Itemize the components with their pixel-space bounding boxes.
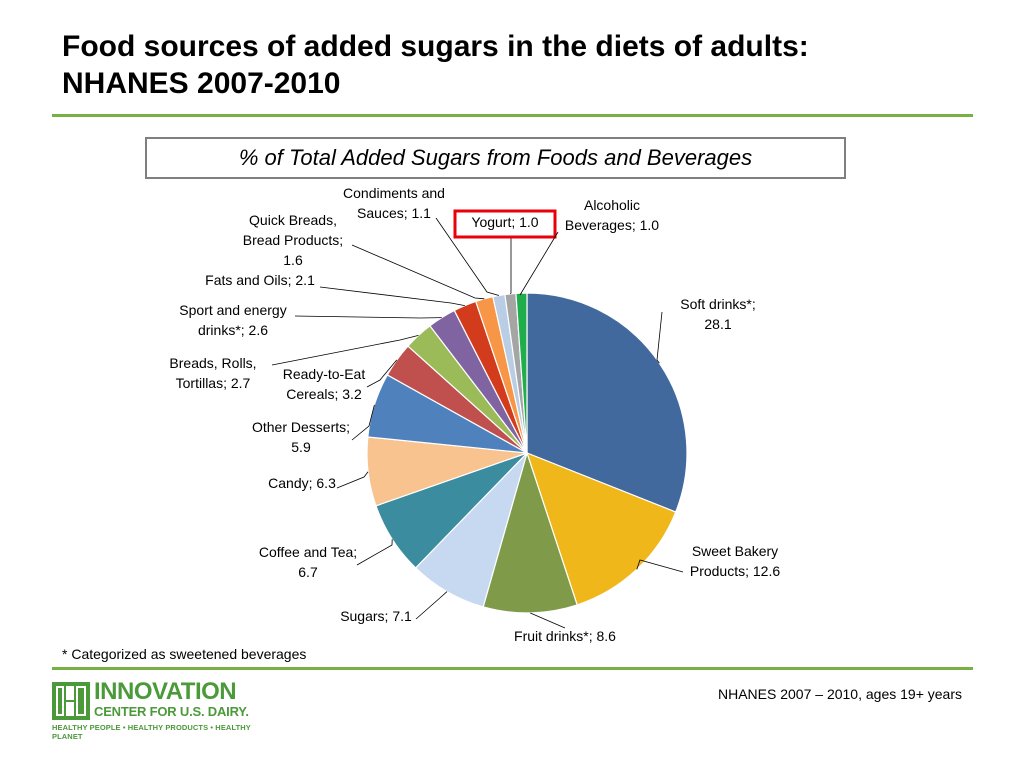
- slice-label: Fruit drinks*; 8.6: [514, 628, 616, 644]
- slice-label: Cereals; 3.2: [286, 386, 362, 402]
- slice-label: 1.6: [283, 252, 303, 268]
- slice-label: Candy; 6.3: [268, 475, 336, 491]
- slice-label: Sweet Bakery: [692, 543, 778, 559]
- pie-slice: [526, 451, 677, 606]
- slice-label: Bread Products;: [243, 232, 343, 248]
- leader-line: [319, 286, 465, 306]
- slice-label: 6.7: [298, 564, 318, 580]
- logo-wordmark: INNOVATION: [94, 678, 237, 705]
- leader-line: [351, 244, 485, 300]
- leader-line: [366, 359, 398, 388]
- leader-line: [294, 315, 442, 319]
- slice-label: Tortillas; 2.7: [176, 375, 251, 391]
- leader-line: [351, 404, 375, 441]
- slice-label: Coffee and Tea;: [259, 544, 357, 560]
- chart-title: % of Total Added Sugars from Foods and B…: [145, 137, 846, 179]
- leader-line: [415, 591, 448, 620]
- footer-divider: [52, 667, 973, 670]
- slice-label: Alcoholic: [584, 197, 640, 213]
- slice-label: Sport and energy: [179, 302, 286, 318]
- slice-label: 5.9: [291, 439, 311, 455]
- slice-label: Beverages; 1.0: [565, 217, 659, 233]
- title-line-1: Food sources of added sugars in the diet…: [62, 30, 809, 63]
- leader-line: [435, 217, 500, 296]
- innovation-center-logo: INNOVATION CENTER FOR U.S. DAIRY. HEALTH…: [52, 678, 282, 741]
- slice-label: Fats and Oils; 2.1: [205, 272, 315, 288]
- slice-label: Sugars; 7.1: [340, 608, 412, 624]
- slice-label: Products; 12.6: [690, 563, 780, 579]
- slice-label: Quick Breads,: [249, 212, 337, 228]
- slice-label: Sauces; 1.1: [357, 205, 431, 221]
- slice-label: Condiments and: [343, 185, 445, 201]
- leader-line: [271, 335, 419, 366]
- footnote: * Categorized as sweetened beverages: [62, 646, 307, 662]
- highlight-box: [453, 209, 557, 239]
- page-title: Food sources of added sugars in the diet…: [62, 28, 1002, 102]
- pie-slice: [526, 292, 688, 513]
- title-divider: [52, 114, 973, 117]
- leader-line: [519, 231, 559, 296]
- leader-line: [510, 238, 512, 295]
- leader-line: [656, 311, 663, 364]
- source-note: NHANES 2007 – 2010, ages 19+ years: [718, 686, 962, 702]
- leader-line: [356, 539, 393, 566]
- slice-label: Yogurt; 1.0: [471, 214, 538, 230]
- slice-label: Other Desserts;: [252, 419, 350, 435]
- leader-line: [636, 559, 684, 573]
- logo-grid-icon: [52, 682, 90, 720]
- leader-line: [530, 612, 566, 629]
- slice-label: 28.1: [704, 316, 731, 332]
- slice-label: drinks*; 2.6: [198, 322, 268, 338]
- slice-label: Breads, Rolls,: [169, 355, 256, 371]
- logo-subtitle: CENTER FOR U.S. DAIRY.: [94, 704, 249, 719]
- slice-label: Soft drinks*;: [680, 296, 755, 312]
- leader-line: [336, 471, 369, 489]
- logo-tagline: HEALTHY PEOPLE • HEALTHY PRODUCTS • HEAL…: [52, 723, 251, 741]
- title-line-2: NHANES 2007-2010: [62, 67, 341, 100]
- slice-label: Ready-to-Eat: [283, 366, 366, 382]
